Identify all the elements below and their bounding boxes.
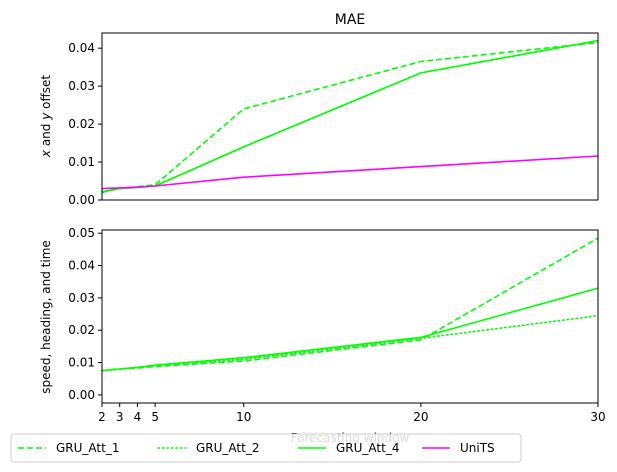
- x-tick-label: 5: [151, 410, 159, 424]
- legend-entry: GRU_Att_4: [298, 441, 399, 455]
- chart-title: MAE: [335, 12, 366, 28]
- x-tick-label: 2: [98, 410, 106, 424]
- y-tick-label: 0.02: [68, 117, 95, 131]
- legend-entry: UniTS: [422, 441, 495, 455]
- plot-frame: [101, 32, 599, 201]
- speed-heading-time-panel: 0.00 0.01 0.02 0.03 0.04 0.05 2 3 4 5 10 20 30 spee…: [39, 226, 606, 445]
- legend-label: UniTS: [460, 441, 495, 455]
- series-line-units: [101, 155, 599, 190]
- series-line-gru-att-1: [101, 41, 599, 194]
- legend-entry: GRU_Att_2: [157, 441, 259, 455]
- y-tick-label: 0.00: [68, 193, 95, 207]
- y-axis-ticks: 0.00 0.01 0.02 0.03 0.04: [68, 41, 102, 207]
- y-tick-label: 0.01: [68, 356, 95, 370]
- y-tick-label: 0.04: [68, 41, 95, 55]
- series-line-gru-att-4: [101, 287, 599, 372]
- legend-label: GRU_Att_2: [196, 441, 259, 455]
- y-axis-label: x and y offset: [39, 75, 53, 158]
- mae-offset-panel: MAE 0.00 0.01 0.02 0.03 0.04 x and y offset: [39, 12, 599, 207]
- y-tick-label: 0.04: [68, 259, 95, 273]
- legend-entry: GRU_Att_1: [18, 441, 119, 455]
- plot-lines: [101, 39, 599, 194]
- plot-lines: [101, 237, 599, 372]
- y-axis-ticks: 0.00 0.01 0.02 0.03 0.04 0.05: [68, 226, 102, 402]
- series-line-gru-att-1: [101, 237, 599, 372]
- x-tick-label: 3: [116, 410, 124, 424]
- x-tick-label: 4: [134, 410, 142, 424]
- series-line-gru-att-4: [101, 39, 599, 193]
- x-tick-label: 30: [590, 410, 605, 424]
- y-tick-label: 0.03: [68, 79, 95, 93]
- x-tick-label: 20: [413, 410, 428, 424]
- y-tick-label: 0.00: [68, 388, 95, 402]
- legend-box: [10, 433, 522, 463]
- x-axis-ticks: 2 3 4 5 10 20 30: [98, 403, 606, 424]
- series-line-gru-att-2: [101, 314, 599, 372]
- legend-label: GRU_Att_4: [336, 441, 399, 455]
- series-line-gru-att-2: [101, 39, 599, 193]
- y-tick-label: 0.02: [68, 323, 95, 337]
- y-tick-label: 0.05: [68, 226, 95, 240]
- legend-label: GRU_Att_1: [56, 441, 119, 455]
- legend: GRU_Att_1 GRU_Att_2 GRU_Att_4 UniTS: [10, 433, 522, 463]
- x-tick-label: 10: [236, 410, 251, 424]
- y-tick-label: 0.01: [68, 155, 95, 169]
- y-axis-label: speed, heading, and time: [39, 240, 53, 394]
- y-tick-label: 0.03: [68, 291, 95, 305]
- plot-frame: [101, 229, 599, 404]
